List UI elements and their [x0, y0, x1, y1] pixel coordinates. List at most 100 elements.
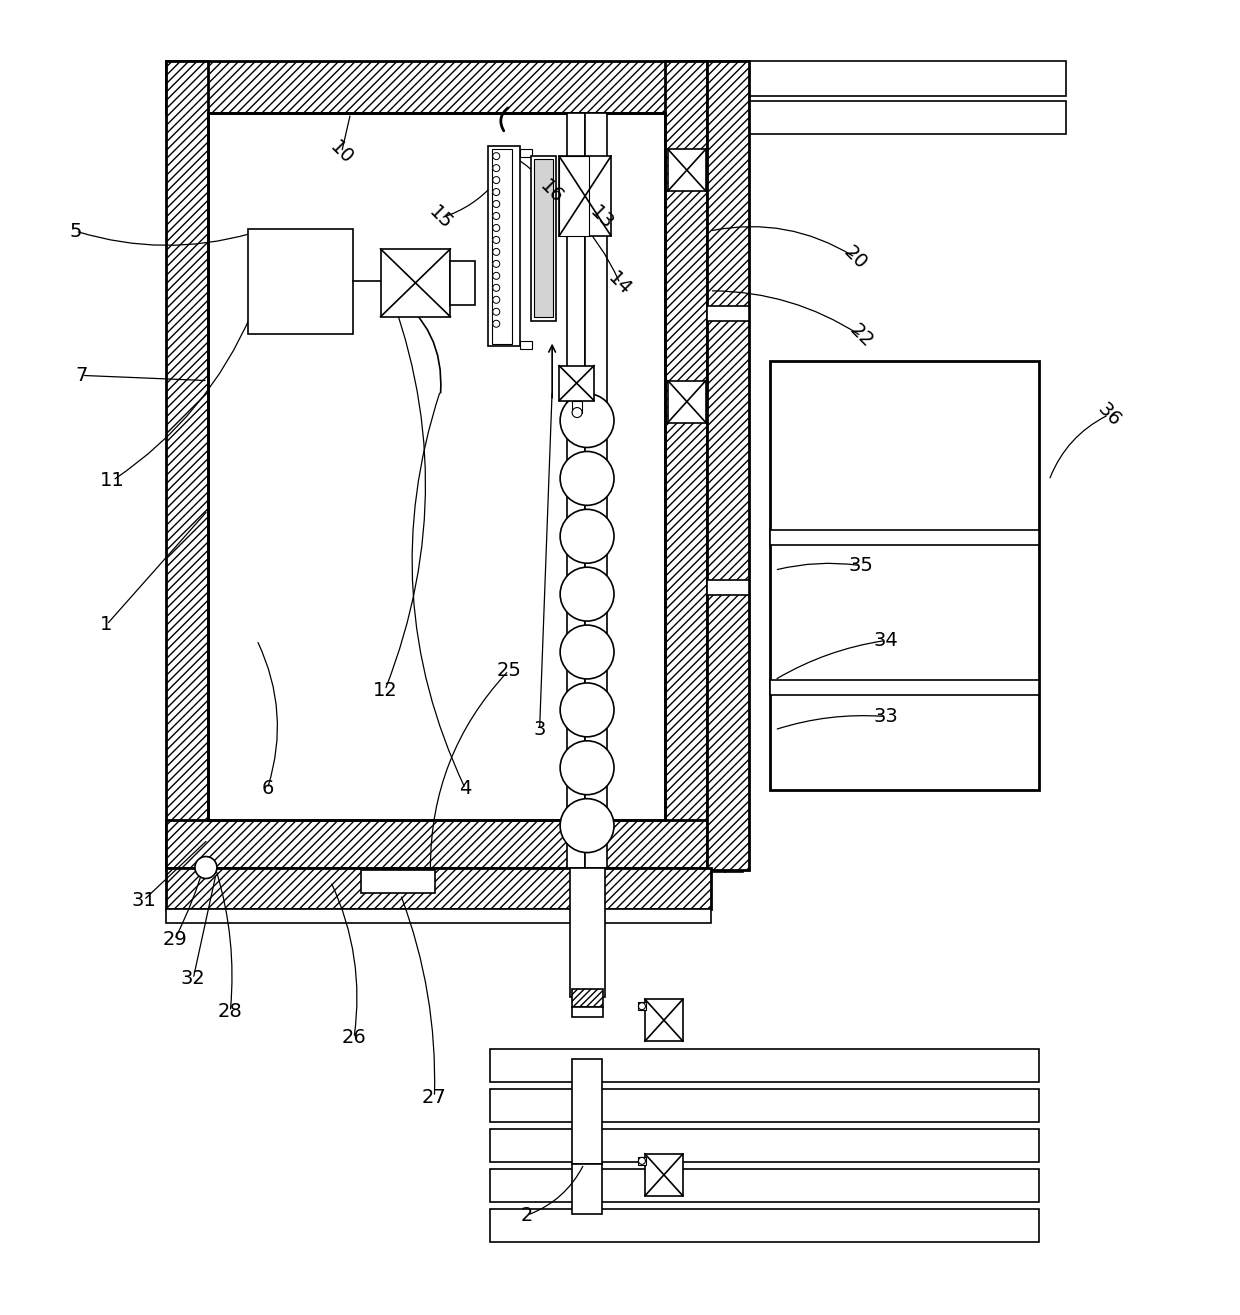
- Bar: [645, 1153, 683, 1195]
- Text: 27: 27: [422, 1088, 446, 1106]
- Circle shape: [492, 164, 500, 171]
- Circle shape: [492, 176, 500, 184]
- Bar: [450, 260, 475, 305]
- Bar: [707, 580, 749, 596]
- Text: 16: 16: [537, 176, 568, 208]
- Bar: [166, 62, 208, 869]
- Bar: [707, 306, 749, 321]
- Text: 1: 1: [100, 615, 113, 634]
- Text: 25: 25: [496, 661, 521, 680]
- Circle shape: [492, 284, 500, 292]
- Circle shape: [492, 153, 500, 159]
- Bar: [572, 1007, 603, 1018]
- Bar: [361, 869, 435, 893]
- Bar: [572, 1164, 603, 1214]
- Circle shape: [560, 393, 614, 447]
- Text: 29: 29: [162, 930, 187, 949]
- Bar: [770, 530, 1039, 546]
- Circle shape: [639, 1003, 646, 1010]
- Bar: [724, 113, 743, 872]
- Bar: [531, 156, 557, 321]
- Text: 15: 15: [425, 203, 456, 234]
- Bar: [637, 1002, 646, 1010]
- Text: 2: 2: [521, 1206, 533, 1224]
- Circle shape: [639, 1157, 646, 1164]
- Bar: [166, 62, 704, 113]
- Circle shape: [492, 188, 500, 196]
- Bar: [665, 62, 707, 869]
- Circle shape: [560, 682, 614, 736]
- Bar: [567, 113, 585, 868]
- Bar: [707, 113, 724, 872]
- Bar: [645, 999, 683, 1041]
- Bar: [585, 113, 608, 868]
- Circle shape: [492, 249, 500, 255]
- Bar: [166, 868, 711, 910]
- Bar: [707, 62, 749, 869]
- Circle shape: [195, 856, 217, 878]
- Circle shape: [492, 321, 500, 327]
- Text: 7: 7: [76, 366, 88, 385]
- Text: 10: 10: [326, 137, 357, 168]
- Bar: [770, 360, 1039, 790]
- Bar: [489, 146, 521, 346]
- Bar: [490, 1049, 1039, 1082]
- Text: 14: 14: [605, 268, 635, 299]
- Bar: [534, 159, 553, 317]
- Circle shape: [560, 567, 614, 621]
- Circle shape: [560, 740, 614, 794]
- Circle shape: [492, 272, 500, 279]
- Text: 36: 36: [1094, 400, 1125, 430]
- Bar: [707, 101, 1066, 134]
- Text: 32: 32: [181, 969, 206, 989]
- Text: 11: 11: [100, 471, 125, 490]
- Bar: [707, 62, 1066, 96]
- Bar: [490, 1208, 1039, 1241]
- Circle shape: [560, 451, 614, 505]
- Bar: [490, 1169, 1039, 1202]
- Bar: [770, 680, 1039, 694]
- Text: 4: 4: [459, 780, 471, 798]
- Text: 31: 31: [131, 890, 156, 910]
- Circle shape: [572, 408, 582, 418]
- Bar: [166, 910, 711, 923]
- Circle shape: [492, 296, 500, 304]
- Circle shape: [560, 625, 614, 679]
- Bar: [572, 401, 582, 413]
- Bar: [490, 1089, 1039, 1122]
- Circle shape: [560, 509, 614, 563]
- Bar: [559, 156, 589, 235]
- Bar: [492, 149, 512, 343]
- Text: 6: 6: [262, 780, 274, 798]
- Text: 28: 28: [218, 1002, 243, 1022]
- Bar: [248, 229, 352, 334]
- Bar: [521, 341, 532, 348]
- Bar: [668, 149, 706, 191]
- Circle shape: [492, 225, 500, 231]
- Bar: [572, 989, 603, 1007]
- Text: 26: 26: [342, 1028, 366, 1048]
- Text: 33: 33: [874, 707, 898, 726]
- Text: 34: 34: [874, 631, 898, 650]
- Circle shape: [492, 308, 500, 316]
- Circle shape: [560, 798, 614, 852]
- Bar: [559, 366, 594, 401]
- Text: 13: 13: [587, 203, 618, 234]
- Text: 35: 35: [849, 556, 874, 575]
- Text: 12: 12: [372, 681, 397, 700]
- Bar: [570, 868, 605, 997]
- Text: 22: 22: [846, 321, 877, 351]
- Bar: [208, 113, 665, 819]
- Bar: [166, 819, 707, 868]
- Bar: [572, 1059, 603, 1164]
- Text: 5: 5: [69, 222, 82, 241]
- Bar: [559, 156, 611, 235]
- Text: 3: 3: [533, 721, 546, 739]
- Text: 20: 20: [839, 242, 870, 272]
- Bar: [668, 380, 706, 422]
- Bar: [381, 249, 450, 317]
- Bar: [637, 1157, 646, 1165]
- Circle shape: [492, 260, 500, 267]
- Bar: [490, 1130, 1039, 1162]
- Circle shape: [492, 213, 500, 220]
